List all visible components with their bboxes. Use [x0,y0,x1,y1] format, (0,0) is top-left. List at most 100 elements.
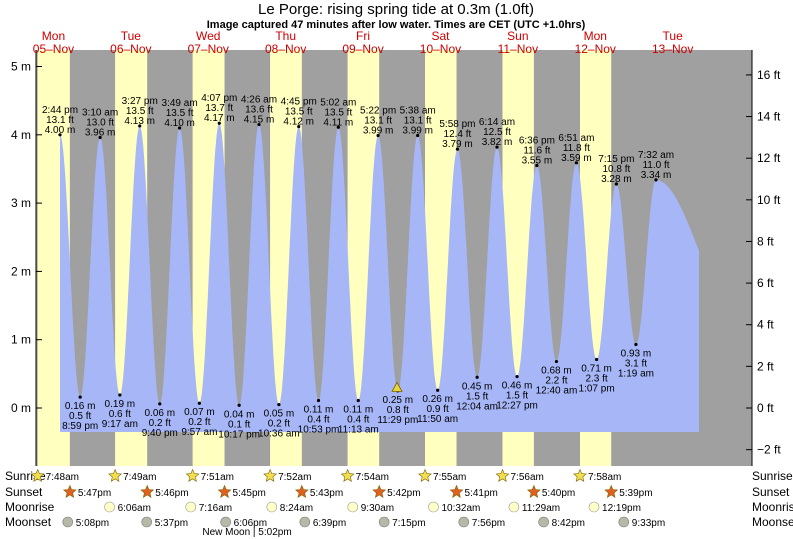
moonrise-icon [347,501,359,513]
right-tick-label: 6 ft [757,276,774,290]
day-name: Mon [42,29,65,43]
tide-time: 6:36 pm [519,136,555,147]
tide-time: 2:44 pm [42,105,78,116]
tide-time: 7:15 pm [598,154,634,165]
sunrise-time: 7:55am [433,472,466,483]
right-tick-label: 4 ft [757,318,774,332]
moonrise-time: 10:32am [441,503,480,514]
tide-metres: 3.99 m [402,125,433,136]
tide-point [614,182,618,186]
tide-feet: 11.0 ft [642,160,669,171]
tide-point [58,133,62,137]
tide-feet: 13.5 ft [166,108,194,119]
moonset-icon [299,516,311,528]
moonrise-icon [104,501,115,513]
tide-metres: 3.99 m [363,125,394,136]
tide-point [634,342,638,347]
tide-time: 1:07 pm [579,384,615,395]
tide-feet: 0.2 ft [188,417,210,428]
tide-metres: 0.71 m [581,364,612,375]
tide-point [257,122,261,127]
day-name: Mon [584,29,607,43]
day-name: Wed [196,29,220,43]
moon-phase: New Moon | 5:02pm [202,527,291,538]
tide-feet: 0.2 ft [268,419,290,430]
tide-time: 10:53 pm [298,424,340,435]
right-tick-label: 14 ft [757,110,781,124]
tide-metres: 3.82 m [482,137,513,148]
row-label-right: Moonrise [752,500,793,514]
tide-metres: 4.12 m [283,117,314,128]
sunset-icon [449,484,464,498]
tide-point [356,398,360,403]
sunset-time: 5:46pm [155,488,188,499]
moonset-time: 8:42pm [552,518,585,529]
tide-feet: 2.3 ft [585,374,607,385]
axes: 0 m 1 m 2 m 3 m 4 m 5 m −2 ft 0 ft 2 ft 4 ft 6 ft 8… [11,50,781,466]
sunset-icon [140,484,155,498]
tide-point [654,178,658,182]
day-date: 06–Nov [110,42,151,56]
tide-point [78,395,82,399]
tide-point [416,133,420,138]
sunrise-icon [495,468,510,482]
moonset-icon [538,516,549,528]
tide-time: 5:58 pm [439,119,475,130]
tide-time: 9:17 am [102,419,138,430]
tide-feet: 12.4 ft [444,129,472,140]
moonset-time: 5:08pm [76,518,109,529]
tide-feet: 0.2 ft [149,418,171,429]
tide-point [574,161,578,165]
tide-time: 12:40 am [536,386,578,397]
day-date: 08–Nov [265,42,306,56]
moonrise-time: 11:29am [522,503,560,514]
sunset-icon [294,484,309,498]
tide-point [495,145,499,149]
tide-feet: 0.4 ft [307,414,329,425]
tide-time: 3:49 am [162,98,198,109]
moonset-time: 6:39pm [313,518,346,529]
row-label-right: Sunset [752,485,790,499]
tide-point [197,401,201,405]
tide-metres: 0.06 m [144,408,175,419]
right-tick-label: 10 ft [757,193,781,207]
sunrise-icon [108,468,123,482]
moonset-icon [378,516,390,528]
tide-feet: 12.5 ft [483,127,511,138]
moonset-icon [141,516,153,528]
tide-feet: 13.0 ft [86,118,114,129]
sunrise-time: 7:56am [510,472,543,483]
tide-point [535,163,539,168]
day-date: 07–Nov [188,42,229,56]
moonrise-time: 12:19pm [602,503,641,514]
tide-time: 5:02 am [320,97,356,108]
tide-metres: 4.13 m [124,116,155,127]
tide-metres: 0.45 m [462,381,493,392]
sunrise-time: 7:51am [201,472,234,483]
tide-feet: 13.5 ft [126,106,154,117]
sunrise-icon [263,468,278,482]
tide-metres: 0.26 m [422,394,453,405]
right-tick-label: −2 ft [757,443,781,457]
moonset-icon [618,516,630,528]
day-name: Sun [507,29,528,43]
moonset-time: 6:06pm [234,518,267,529]
day-date: 09–Nov [342,42,383,56]
tide-metres: 4.10 m [164,118,195,129]
tide-time: 10:36 am [258,429,300,440]
chart-title: Le Porge: rising spring tide at 0.3m (1.… [258,1,534,18]
tide-time: 9:40 pm [142,428,178,439]
tide-feet: 11.6 ft [523,146,550,157]
tide-curve [60,123,699,432]
tide-point [455,147,460,151]
sunset-icon [217,484,232,498]
row-label-left: Sunset [5,485,43,499]
tide-time: 12:04 am [456,401,498,412]
tide-feet: 13.5 ft [324,107,352,118]
tide-time: 4:07 pm [201,93,237,104]
right-tick-label: 16 ft [757,68,781,82]
row-label-left: Moonrise [5,500,55,514]
left-tick-label: 5 m [11,60,31,74]
